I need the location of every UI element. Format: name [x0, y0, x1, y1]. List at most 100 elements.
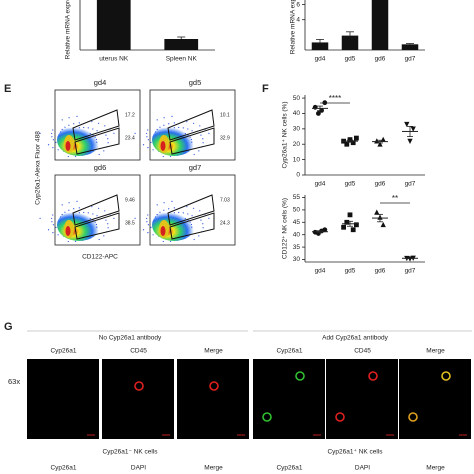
- event-dot: [200, 134, 202, 136]
- event-dot: [91, 121, 93, 123]
- event-dot: [134, 217, 136, 219]
- data-point: [350, 227, 356, 233]
- gate-value: 9.46: [125, 197, 135, 203]
- event-dot: [156, 204, 158, 206]
- x-tick-label: gd4: [315, 56, 326, 63]
- channel-label: Cyp26a1: [50, 348, 76, 355]
- event-dot: [55, 226, 57, 228]
- plot-title: gd7: [189, 163, 202, 172]
- event-dot: [105, 219, 107, 221]
- event-dot: [146, 221, 148, 223]
- event-dot: [208, 217, 210, 219]
- event-dot: [171, 115, 173, 117]
- density-peak: [65, 226, 71, 236]
- gate-value: 7.03: [220, 197, 230, 203]
- event-dot: [52, 147, 54, 149]
- cell: [441, 371, 451, 381]
- x-tick-label: gd6: [375, 56, 386, 63]
- event-dot: [147, 224, 150, 226]
- event-dot: [51, 217, 53, 220]
- event-dot: [208, 132, 210, 134]
- x-tick-label: gd5: [345, 268, 356, 275]
- event-dot: [107, 138, 109, 140]
- event-dot: [152, 234, 154, 236]
- gate-value: 38.5: [125, 220, 135, 226]
- event-dot: [147, 214, 149, 216]
- y-tick-label: 0: [296, 172, 300, 179]
- data-point: [350, 140, 356, 146]
- y-tick-label: 55: [293, 194, 301, 201]
- event-dot: [150, 141, 152, 143]
- y-axis-label: Relative mRNA express: [65, 0, 72, 59]
- gate-value: 23.4: [125, 135, 135, 141]
- significance: ****: [329, 94, 341, 103]
- panel-letter: G: [4, 321, 13, 333]
- event-dot: [202, 142, 204, 144]
- x-tick-label: gd4: [315, 268, 326, 275]
- micrograph: [326, 359, 398, 439]
- x-axis-label: CD122-APC: [82, 254, 118, 261]
- event-dot: [142, 144, 145, 146]
- group-header: Cyp26a1⁻ NK cells: [102, 449, 158, 456]
- event-dot: [57, 149, 59, 151]
- event-dot: [61, 204, 63, 206]
- event-dot: [147, 139, 150, 141]
- event-dot: [103, 235, 105, 237]
- event-dot: [113, 217, 115, 219]
- event-dot: [91, 206, 93, 208]
- x-tick-label: gd7: [405, 56, 416, 63]
- event-dot: [52, 232, 54, 234]
- event-dot: [68, 117, 70, 119]
- density: [152, 209, 196, 241]
- event-dot: [198, 150, 200, 152]
- gate-upper: [167, 194, 215, 226]
- event-dot: [198, 235, 200, 237]
- event-dot: [162, 240, 164, 243]
- x-tick-label: gd7: [405, 268, 416, 275]
- cell: [262, 412, 272, 422]
- event-dot: [52, 129, 54, 131]
- data-point: [404, 121, 410, 128]
- y-tick-label: 40: [293, 231, 301, 238]
- data-point: [322, 227, 328, 233]
- event-dot: [142, 229, 145, 231]
- event-dot: [57, 234, 59, 236]
- event-dot: [39, 217, 41, 219]
- cell: [209, 381, 219, 391]
- density-peak: [160, 226, 166, 236]
- cell: [368, 371, 378, 381]
- gate-value: 17.2: [125, 112, 135, 118]
- event-dot: [169, 240, 172, 242]
- density-peak: [65, 141, 71, 151]
- event-dot: [67, 240, 69, 243]
- micrograph: [177, 359, 249, 439]
- data-point: [377, 141, 383, 147]
- event-dot: [113, 132, 115, 134]
- gate-lower: [74, 127, 120, 155]
- event-dot: [76, 115, 78, 117]
- event-dot: [163, 117, 165, 119]
- data-point: [347, 212, 353, 218]
- event-dot: [39, 132, 41, 134]
- event-dot: [47, 229, 50, 231]
- data-point: [354, 222, 359, 228]
- event-dot: [169, 155, 172, 157]
- event-dot: [163, 202, 165, 204]
- cell: [295, 371, 305, 381]
- data-point: [344, 219, 350, 225]
- micrograph: [27, 359, 99, 439]
- group-header: Cyp26a1⁺ NK cells: [327, 449, 383, 456]
- channel-label: CD45: [130, 348, 147, 355]
- data-point: [341, 224, 346, 230]
- bar: [371, 0, 389, 51]
- event-dot: [76, 200, 78, 202]
- gate-lower: [169, 127, 215, 155]
- event-dot: [51, 221, 53, 223]
- plot-title: gd4: [94, 78, 107, 87]
- data-point: [316, 111, 321, 116]
- y-tick-label: 35: [293, 244, 301, 251]
- event-dot: [104, 125, 106, 127]
- density: [57, 209, 101, 241]
- gate-value: 32.9: [220, 135, 230, 141]
- plot-title: gd6: [94, 163, 107, 172]
